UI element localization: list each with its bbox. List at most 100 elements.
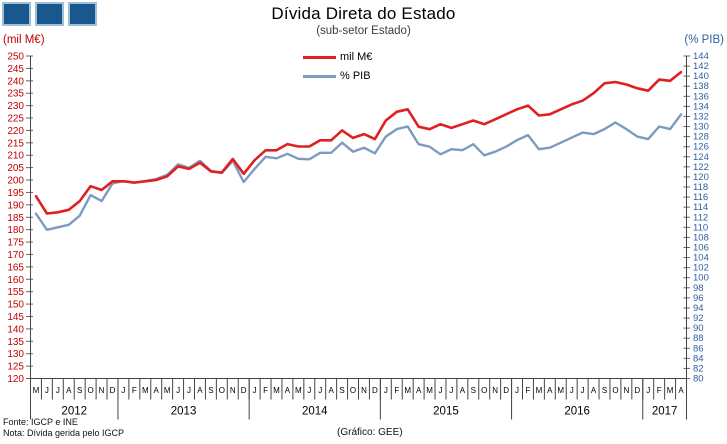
svg-text:S: S bbox=[77, 386, 82, 395]
svg-text:J: J bbox=[307, 386, 311, 395]
svg-text:84: 84 bbox=[693, 353, 704, 364]
logo-square bbox=[68, 2, 97, 26]
legend-line-swatch bbox=[303, 55, 336, 59]
svg-text:A: A bbox=[416, 386, 422, 395]
legend-item: mil M€ bbox=[303, 51, 372, 63]
svg-text:2016: 2016 bbox=[564, 406, 590, 418]
svg-text:145: 145 bbox=[7, 312, 24, 323]
svg-text:128: 128 bbox=[693, 132, 709, 143]
credit-note: (Gráfico: GEE) bbox=[337, 427, 403, 438]
logo-square bbox=[35, 2, 64, 26]
svg-text:S: S bbox=[602, 386, 607, 395]
source-note: Fonte: IGCP e INE bbox=[3, 417, 78, 427]
svg-text:S: S bbox=[471, 386, 476, 395]
svg-text:J: J bbox=[121, 386, 125, 395]
chart-title: Dívida Direta do Estado bbox=[271, 4, 456, 23]
svg-text:175: 175 bbox=[7, 238, 24, 249]
svg-text:F: F bbox=[394, 386, 399, 395]
svg-text:F: F bbox=[657, 386, 662, 395]
legend-label: % PIB bbox=[340, 70, 371, 82]
svg-text:125: 125 bbox=[7, 362, 24, 373]
logo-square bbox=[2, 2, 31, 26]
svg-text:M: M bbox=[273, 386, 280, 395]
svg-text:O: O bbox=[612, 386, 618, 395]
svg-text:J: J bbox=[384, 386, 388, 395]
svg-text:92: 92 bbox=[693, 313, 704, 324]
svg-text:A: A bbox=[66, 386, 72, 395]
chart-subtitle: (sub-setor Estado) bbox=[316, 25, 411, 37]
right-axis-unit-label: (% PIB) bbox=[684, 34, 724, 46]
svg-text:245: 245 bbox=[7, 64, 24, 75]
svg-text:2014: 2014 bbox=[302, 406, 328, 418]
app-logo bbox=[2, 2, 97, 26]
svg-text:225: 225 bbox=[7, 114, 24, 125]
svg-text:M: M bbox=[404, 386, 411, 395]
svg-text:A: A bbox=[328, 386, 334, 395]
legend-item: % PIB bbox=[303, 70, 372, 82]
svg-text:M: M bbox=[426, 386, 433, 395]
svg-text:120: 120 bbox=[693, 172, 709, 183]
svg-text:90: 90 bbox=[693, 323, 704, 334]
svg-text:M: M bbox=[142, 386, 149, 395]
svg-text:O: O bbox=[481, 386, 487, 395]
svg-text:J: J bbox=[318, 386, 322, 395]
svg-text:126: 126 bbox=[693, 142, 709, 153]
svg-text:86: 86 bbox=[693, 343, 704, 354]
chart-legend: mil M€ % PIB bbox=[303, 51, 372, 82]
svg-text:80: 80 bbox=[693, 374, 704, 385]
svg-text:144: 144 bbox=[693, 51, 709, 62]
svg-text:N: N bbox=[230, 386, 236, 395]
svg-text:J: J bbox=[176, 386, 180, 395]
svg-text:98: 98 bbox=[693, 283, 704, 294]
svg-text:J: J bbox=[45, 386, 49, 395]
svg-text:94: 94 bbox=[693, 303, 704, 314]
svg-text:F: F bbox=[526, 386, 531, 395]
svg-text:S: S bbox=[339, 386, 344, 395]
svg-text:138: 138 bbox=[693, 81, 709, 92]
svg-text:J: J bbox=[439, 386, 443, 395]
svg-text:M: M bbox=[295, 386, 302, 395]
svg-text:A: A bbox=[197, 386, 203, 395]
svg-text:130: 130 bbox=[693, 122, 709, 133]
svg-text:110: 110 bbox=[693, 222, 708, 233]
svg-text:124: 124 bbox=[693, 152, 709, 163]
svg-text:112: 112 bbox=[693, 212, 708, 223]
svg-text:120: 120 bbox=[7, 374, 24, 385]
svg-text:N: N bbox=[99, 386, 105, 395]
svg-text:136: 136 bbox=[693, 91, 709, 102]
svg-text:A: A bbox=[460, 386, 466, 395]
svg-text:A: A bbox=[154, 386, 160, 395]
svg-text:155: 155 bbox=[7, 287, 24, 298]
svg-text:2015: 2015 bbox=[433, 406, 459, 418]
svg-text:A: A bbox=[678, 386, 684, 395]
svg-text:240: 240 bbox=[7, 76, 24, 87]
svg-text:J: J bbox=[56, 386, 60, 395]
svg-text:D: D bbox=[503, 386, 509, 395]
svg-text:M: M bbox=[164, 386, 171, 395]
svg-text:180: 180 bbox=[7, 225, 24, 236]
svg-text:N: N bbox=[492, 386, 498, 395]
svg-text:O: O bbox=[88, 386, 94, 395]
svg-text:M: M bbox=[667, 386, 674, 395]
svg-text:J: J bbox=[570, 386, 574, 395]
svg-text:F: F bbox=[263, 386, 268, 395]
svg-text:134: 134 bbox=[693, 101, 709, 112]
svg-text:J: J bbox=[449, 386, 453, 395]
svg-text:200: 200 bbox=[7, 176, 24, 187]
svg-text:A: A bbox=[591, 386, 597, 395]
svg-text:135: 135 bbox=[7, 337, 24, 348]
svg-text:F: F bbox=[132, 386, 137, 395]
svg-text:170: 170 bbox=[7, 250, 24, 261]
svg-text:190: 190 bbox=[7, 200, 24, 211]
svg-text:J: J bbox=[646, 386, 650, 395]
legend-line-swatch bbox=[303, 74, 336, 78]
svg-text:108: 108 bbox=[693, 232, 709, 243]
svg-text:M: M bbox=[557, 386, 564, 395]
svg-text:96: 96 bbox=[693, 293, 704, 304]
svg-text:2013: 2013 bbox=[171, 406, 197, 418]
svg-text:D: D bbox=[634, 386, 640, 395]
debt-note: Nota: Dívida gerida pelo IGCP bbox=[3, 428, 125, 438]
svg-text:230: 230 bbox=[7, 101, 24, 112]
svg-text:205: 205 bbox=[7, 163, 24, 174]
svg-text:J: J bbox=[515, 386, 519, 395]
